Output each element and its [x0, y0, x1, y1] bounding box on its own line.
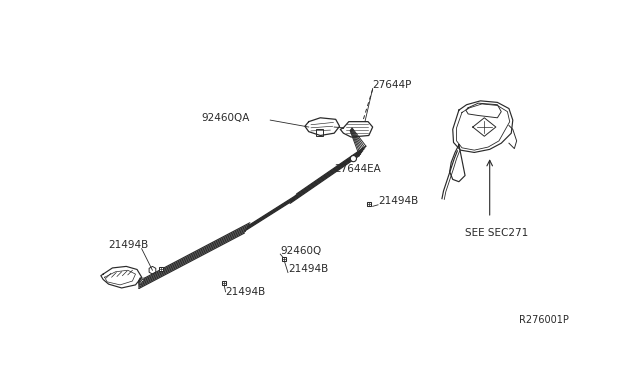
Bar [222, 281, 226, 285]
Text: 27644EA: 27644EA [334, 164, 381, 174]
Text: 21494B: 21494B [288, 264, 328, 275]
Bar [159, 267, 163, 271]
Text: R276001P: R276001P [519, 315, 569, 324]
Text: 21494B: 21494B [225, 287, 266, 297]
Text: SEE SEC271: SEE SEC271 [465, 228, 528, 238]
Text: 92460Q: 92460Q [280, 246, 321, 256]
Bar [367, 202, 371, 206]
Text: 27644P: 27644P [372, 80, 412, 90]
Text: 21494B: 21494B [378, 196, 419, 206]
Text: 21494B: 21494B [109, 240, 149, 250]
Bar [316, 129, 323, 135]
Text: 92460QA: 92460QA [201, 113, 250, 123]
Circle shape [350, 155, 356, 162]
Bar [282, 257, 286, 261]
